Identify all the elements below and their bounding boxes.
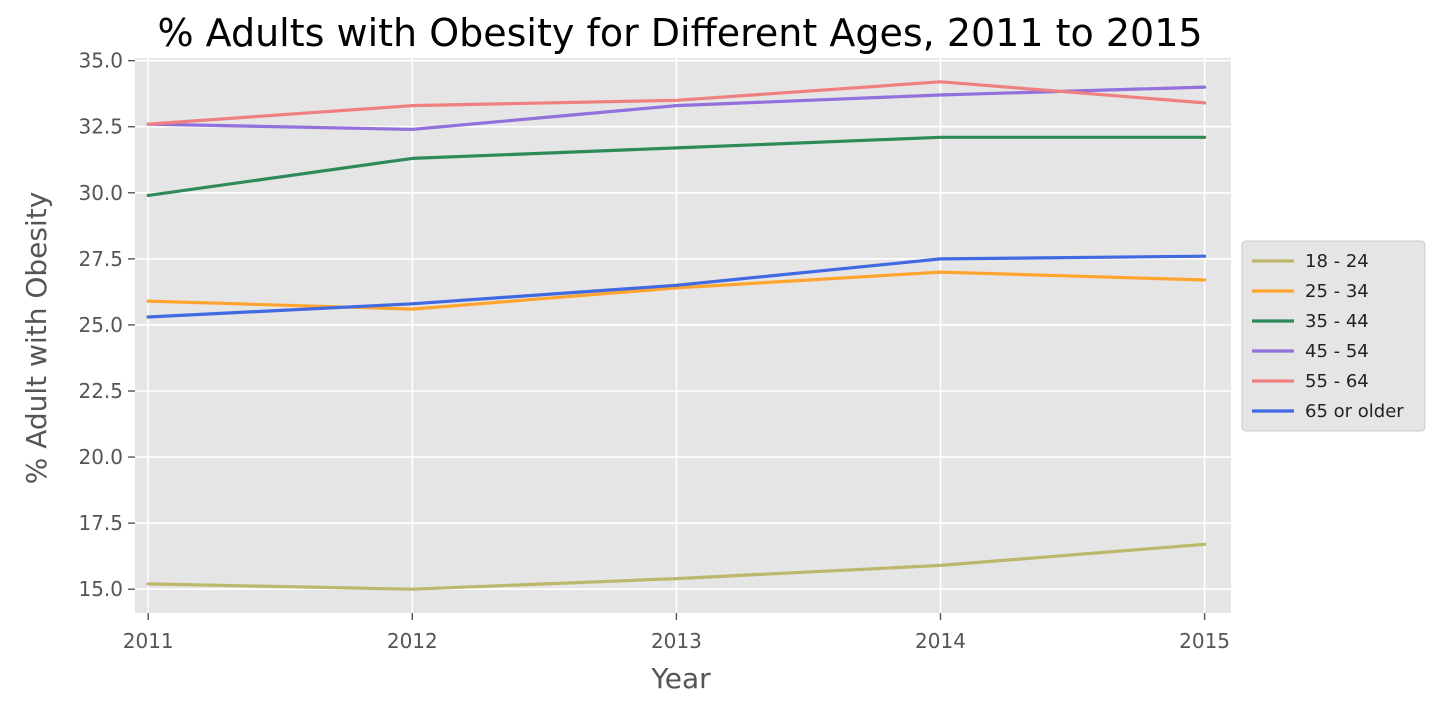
y-tick-label: 27.5: [78, 247, 123, 271]
legend-item-label: 65 or older: [1305, 401, 1404, 422]
legend-item-label: 55 - 64: [1305, 371, 1369, 392]
y-tick-label: 15.0: [78, 577, 123, 601]
x-tick-label: 2012: [387, 629, 438, 653]
y-tick-label: 20.0: [78, 445, 123, 469]
series-line-65orolder: [146, 254, 1207, 319]
x-tick-label: 2015: [1179, 629, 1230, 653]
series-lines: [146, 80, 1207, 591]
y-axis-label: % Adult with Obesity: [20, 192, 53, 485]
y-tick-label: 22.5: [78, 379, 123, 403]
y-tick-label: 35.0: [78, 49, 123, 73]
x-axis-ticks: 2011 2012 2013 2014 2015: [123, 613, 1230, 653]
y-tick-label: 25.0: [78, 313, 123, 337]
plot-area: [135, 58, 1231, 613]
legend-item-label: 35 - 44: [1305, 311, 1369, 332]
gridlines: [135, 58, 1231, 613]
legend-item-label: 18 - 24: [1305, 251, 1369, 272]
legend: 18 - 24 25 - 34 35 - 44 45 - 54 55 - 64 65 or…: [1241, 240, 1426, 432]
series-line-45-54: [146, 85, 1207, 131]
series-line-18-24: [146, 542, 1207, 591]
x-tick-label: 2011: [123, 629, 174, 653]
y-tick-label: 30.0: [78, 181, 123, 205]
series-line-25-34: [146, 270, 1207, 311]
y-tick-label: 32.5: [78, 115, 123, 139]
legend-item-label: 25 - 34: [1305, 281, 1369, 302]
y-tick-label: 17.5: [78, 511, 123, 535]
x-tick-label: 2014: [915, 629, 966, 653]
series-line-35-44: [146, 135, 1207, 197]
series-line-55-64: [146, 80, 1207, 126]
legend-item-label: 45 - 54: [1305, 341, 1369, 362]
chart-title: % Adults with Obesity for Different Ages…: [157, 11, 1202, 55]
x-tick-label: 2013: [651, 629, 702, 653]
y-axis-ticks: 15.0 17.5 20.0 22.5 25.0 27.5 30.0 32.5 35.0: [78, 49, 135, 601]
x-axis-label: Year: [650, 662, 711, 695]
legend-box: [1241, 240, 1426, 432]
